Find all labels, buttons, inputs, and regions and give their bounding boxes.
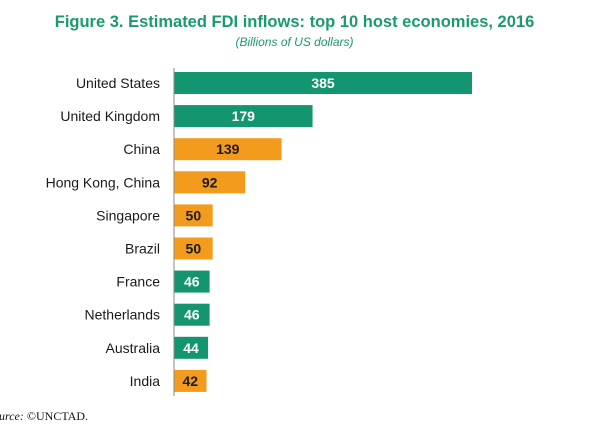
bar-group: United States 385 United Kingdom 179 China 13… [46,72,472,392]
chart-subtitle: (Billions of US dollars) [235,35,354,49]
source-note: ource: ©UNCTAD. [0,409,88,424]
bar-india [174,369,207,392]
chart-title: Figure 3. Estimated FDI inflows: top 10 … [54,13,535,31]
category-label-united-kingdom: United Kingdom [60,108,160,124]
bar-united-states [174,72,472,94]
bar-hong-kong-china [174,171,246,194]
bar-netherlands [174,303,210,326]
category-label-united-states: United States [76,75,160,91]
category-label-france: France [116,274,160,290]
category-label-hong-kong-china: Hong Kong, China [46,174,161,190]
value-label-united-kingdom: 179 [232,108,256,124]
value-label-united-states: 385 [311,75,335,91]
value-label-australia: 44 [183,340,199,356]
value-label-india: 42 [182,373,198,389]
bar-united-kingdom [174,105,313,128]
value-label-netherlands: 46 [184,307,200,323]
category-label-china: China [123,141,160,157]
category-label-netherlands: Netherlands [85,307,161,323]
source-label: ource: [0,409,24,423]
category-label-australia: Australia [106,340,161,356]
source-text: ©UNCTAD. [23,409,89,423]
bar-brazil [174,237,213,260]
value-label-singapore: 50 [186,207,202,223]
value-label-brazil: 50 [186,241,202,257]
category-label-singapore: Singapore [96,207,160,223]
value-label-hong-kong-china: 92 [202,174,218,190]
bar-australia [174,336,209,359]
bar-singapore [174,204,213,227]
bar-france [174,270,210,293]
category-label-brazil: Brazil [125,241,160,257]
value-label-france: 46 [184,274,200,290]
value-label-china: 139 [216,141,240,157]
bar-china [174,138,282,161]
category-label-india: India [130,373,161,389]
